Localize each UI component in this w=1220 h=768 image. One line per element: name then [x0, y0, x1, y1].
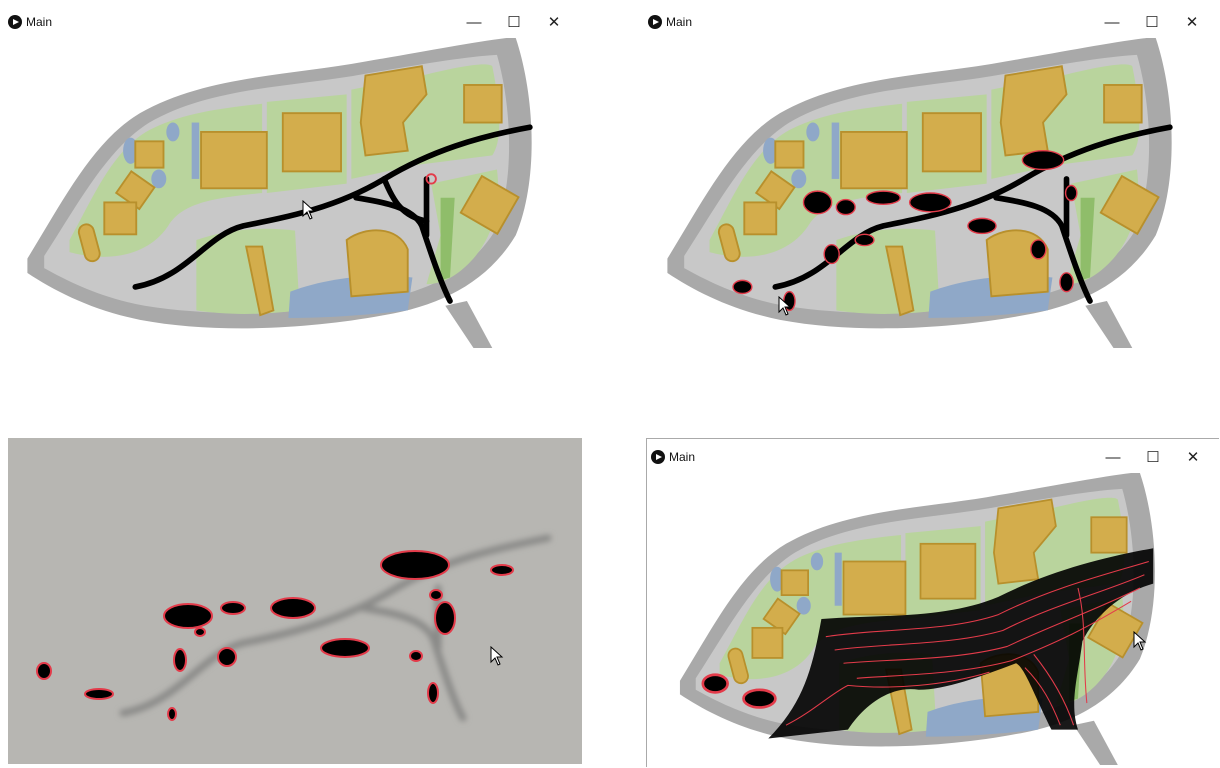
- title-bar[interactable]: Main — ☐ ✕: [644, 4, 1218, 40]
- play-icon: [8, 15, 22, 29]
- site-plan-canvas[interactable]: [650, 38, 1218, 348]
- distance-field-overlay: [701, 548, 1154, 739]
- maximize-button[interactable]: ☐: [1145, 14, 1159, 31]
- mouse-cursor-icon: [778, 296, 792, 316]
- site-plan-canvas[interactable]: [647, 473, 1217, 765]
- play-icon: [651, 450, 665, 464]
- minimize-button[interactable]: —: [466, 13, 482, 31]
- window-title: Main: [666, 15, 693, 29]
- heatmap-canvas[interactable]: [8, 438, 582, 764]
- obstacle-blobs: [36, 550, 514, 721]
- close-button[interactable]: ✕: [1186, 449, 1200, 466]
- edge-highlight-marker: [425, 173, 437, 185]
- path-network: [132, 124, 533, 304]
- main-window-3: Main — ☐ ✕: [646, 438, 1219, 767]
- mouse-cursor-icon: [302, 200, 316, 220]
- play-icon: [648, 15, 662, 29]
- main-window-1: Main — ☐ ✕: [4, 4, 580, 352]
- title-bar[interactable]: Main — ☐ ✕: [4, 4, 580, 40]
- window-title: Main: [26, 15, 53, 29]
- main-window-2: Main — ☐ ✕: [644, 4, 1218, 352]
- title-bar[interactable]: Main — ☐ ✕: [647, 439, 1219, 475]
- minimize-button[interactable]: —: [1104, 13, 1120, 31]
- obstacle-blobs: [732, 150, 1078, 312]
- close-button[interactable]: ✕: [547, 14, 561, 31]
- maximize-button[interactable]: ☐: [1146, 449, 1160, 466]
- window-title: Main: [669, 450, 696, 464]
- minimize-button[interactable]: —: [1105, 448, 1121, 466]
- mouse-cursor-icon: [490, 646, 504, 666]
- heatmap-panel: [8, 438, 582, 764]
- close-button[interactable]: ✕: [1185, 14, 1199, 31]
- site-plan-canvas[interactable]: [10, 38, 580, 348]
- mouse-cursor-icon: [1133, 631, 1147, 651]
- maximize-button[interactable]: ☐: [507, 14, 521, 31]
